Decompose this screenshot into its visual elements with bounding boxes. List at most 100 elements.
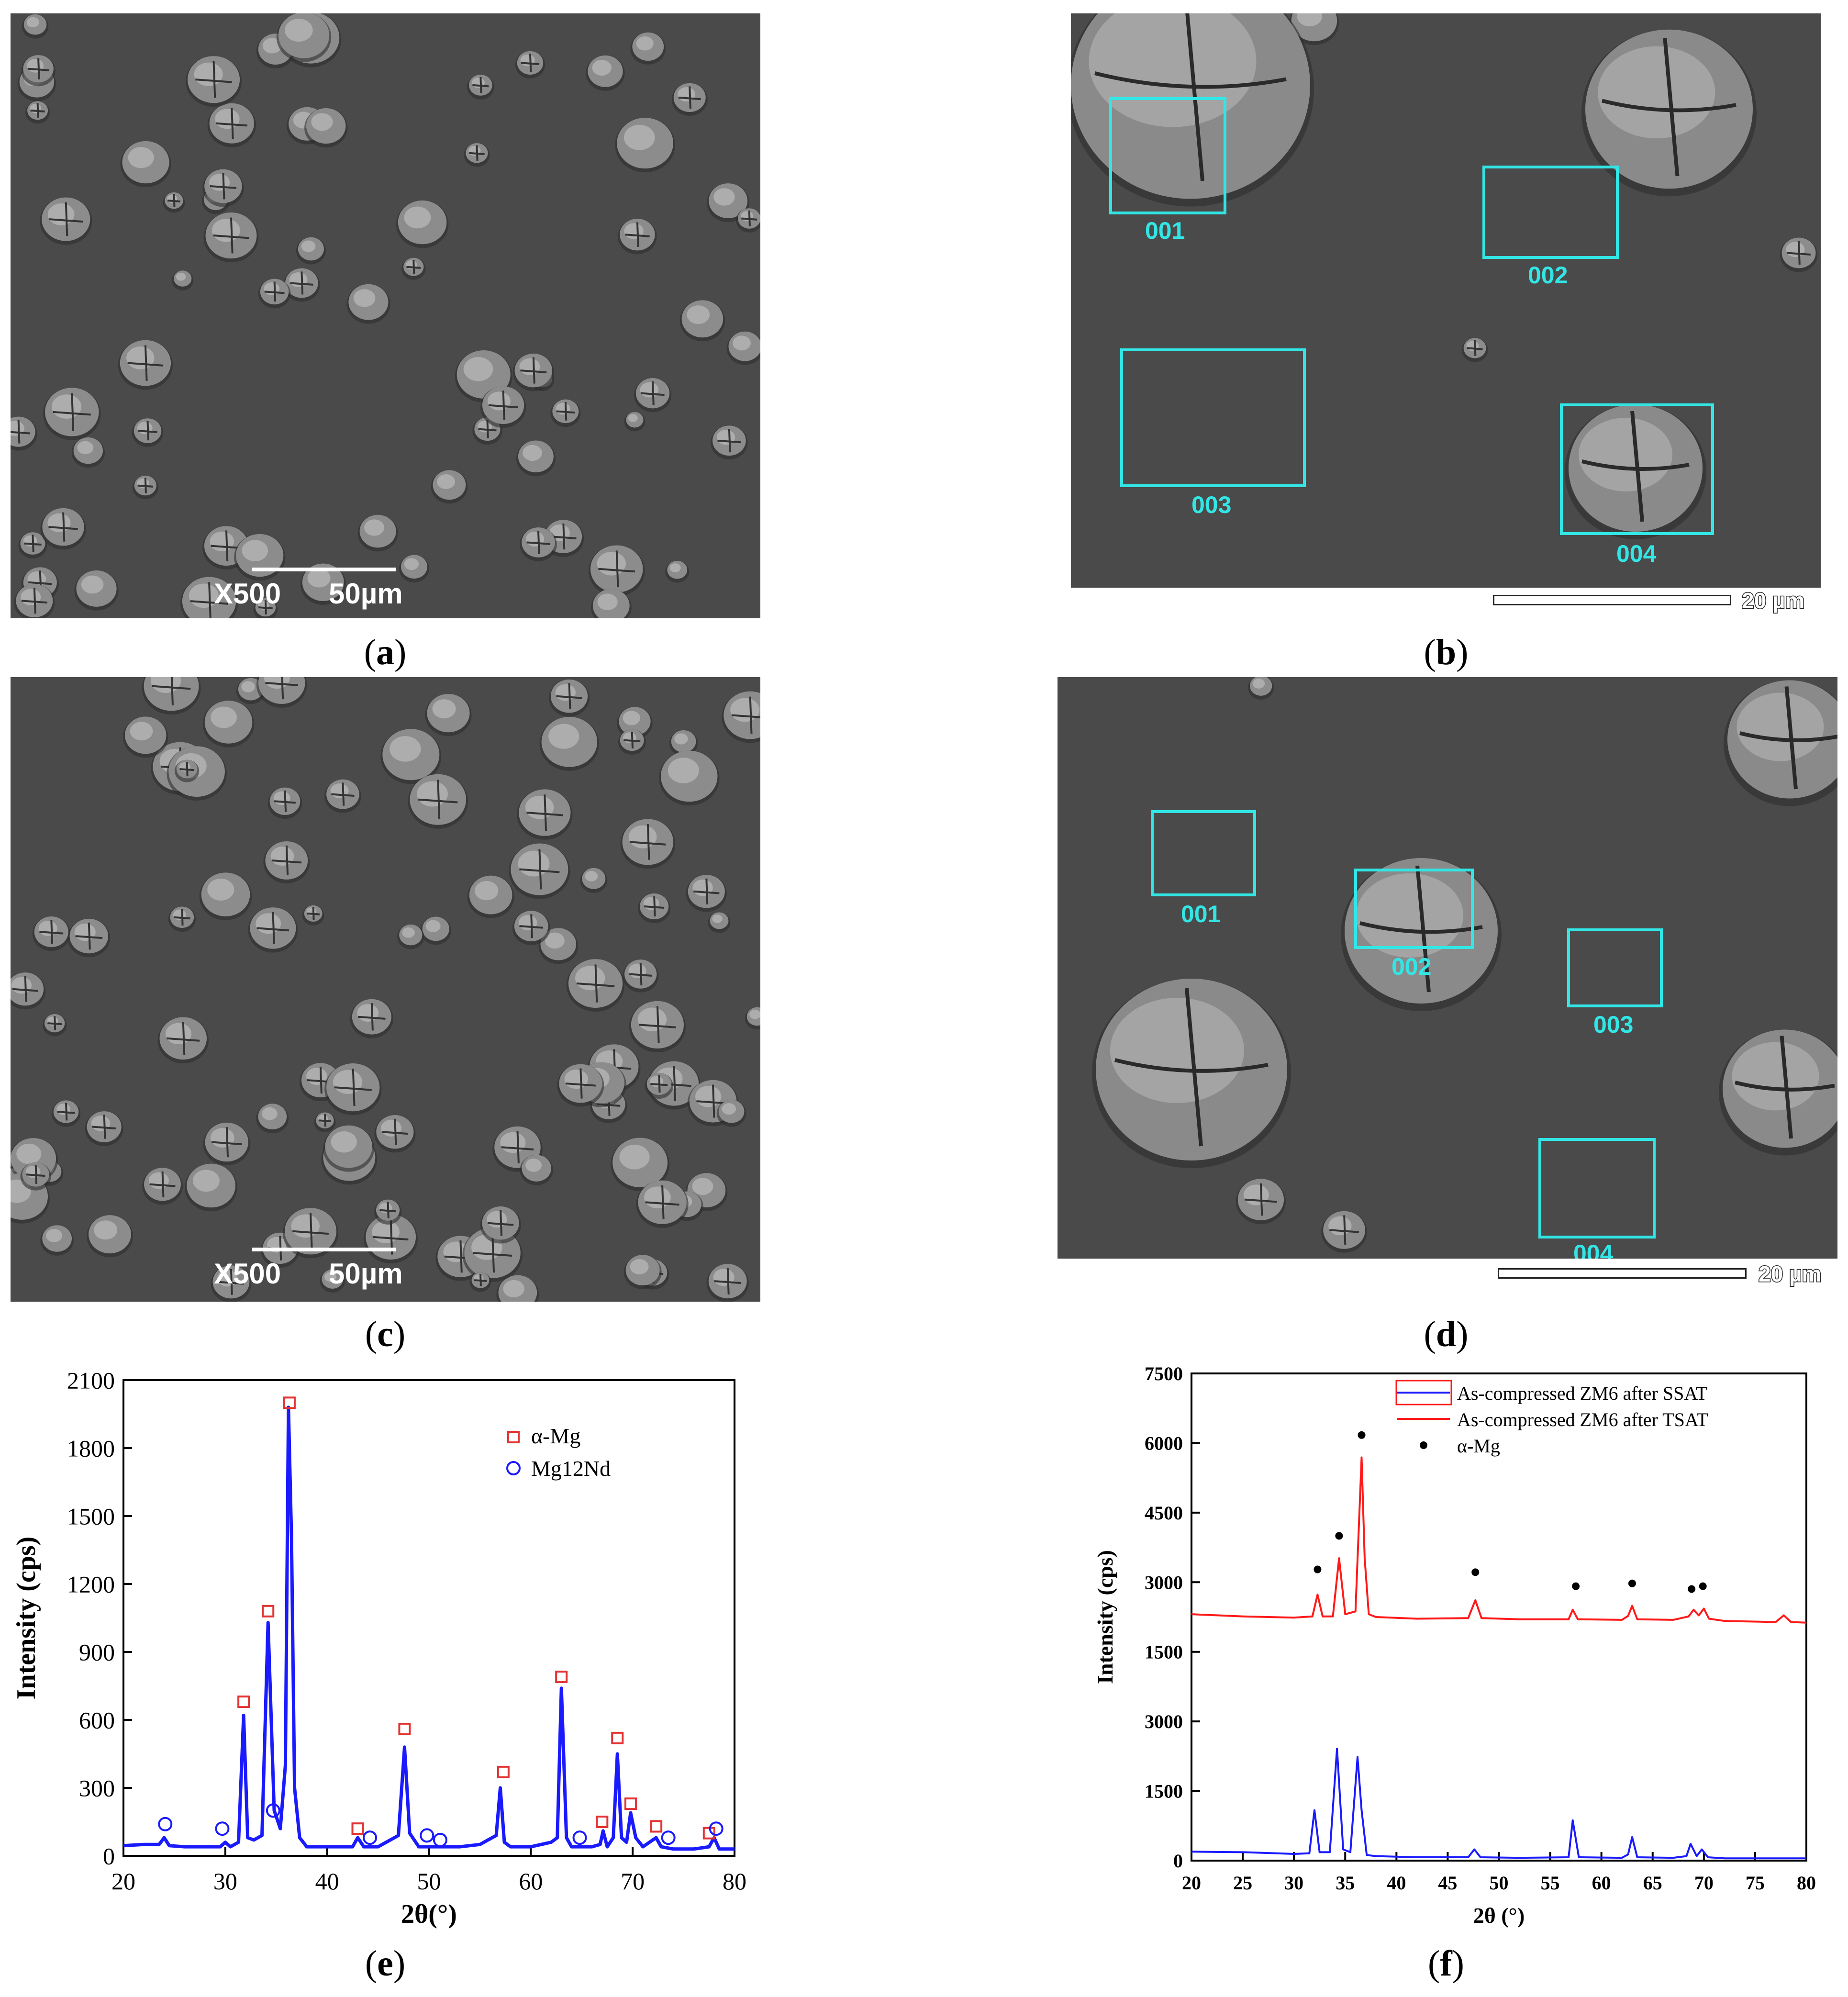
sem-particle bbox=[42, 1014, 67, 1037]
sem-particle bbox=[658, 750, 720, 806]
sem-particle bbox=[726, 331, 760, 365]
sem-particle bbox=[85, 1111, 123, 1146]
caption-f: (f) bbox=[1428, 1943, 1464, 1984]
sem-b-particles bbox=[1071, 13, 1818, 539]
sem-particle bbox=[671, 83, 708, 116]
scale-bar-c bbox=[252, 1248, 396, 1251]
roi-box-d-004 bbox=[1538, 1138, 1656, 1238]
sem-a-particles bbox=[11, 13, 760, 618]
sem-particle bbox=[496, 1275, 539, 1302]
sem-particle bbox=[711, 425, 748, 460]
legend-mg12nd-label: Mg12Nd bbox=[531, 1456, 611, 1481]
x-tick-label: 75 bbox=[1746, 1872, 1765, 1894]
scale-bar-a bbox=[252, 568, 396, 571]
sem-large-particle bbox=[1565, 404, 1706, 539]
sem-particle bbox=[396, 200, 449, 248]
x-tick-label: 55 bbox=[1541, 1872, 1560, 1894]
alpha-mg-marker bbox=[262, 1605, 275, 1618]
sem-particle bbox=[132, 418, 164, 447]
roi-label-b-004: 004 bbox=[1616, 540, 1657, 567]
x-tick-label: 80 bbox=[723, 1868, 746, 1895]
mg12nd-marker bbox=[266, 1803, 280, 1818]
alpha-mg-marker bbox=[611, 1731, 624, 1744]
sem-particle bbox=[590, 589, 632, 618]
y-tick-label: 900 bbox=[79, 1639, 115, 1666]
sem-particle bbox=[716, 1100, 746, 1127]
scale-bar-d bbox=[1498, 1268, 1747, 1279]
sem-particle bbox=[722, 691, 760, 743]
sem-particle bbox=[256, 677, 307, 708]
alpha-mg-marker bbox=[1314, 1565, 1322, 1573]
sem-particle bbox=[324, 779, 361, 813]
sem-particle bbox=[18, 532, 47, 558]
legend-alpha-mg-marker bbox=[507, 1431, 520, 1443]
roi-box-b-004 bbox=[1560, 403, 1714, 535]
y-tick-label: 1200 bbox=[67, 1571, 115, 1598]
tsat-series-line bbox=[1191, 1456, 1807, 1624]
sem-particle bbox=[538, 928, 579, 964]
sem-particle bbox=[550, 399, 581, 427]
sem-particle bbox=[469, 1272, 491, 1292]
x-tick-label: 20 bbox=[1182, 1872, 1201, 1894]
y-tick-label: 2100 bbox=[67, 1367, 115, 1394]
sem-particle bbox=[263, 841, 310, 883]
sem-particle bbox=[539, 716, 600, 771]
y-tick-label: 1800 bbox=[67, 1435, 115, 1462]
roi-label-b-001: 001 bbox=[1145, 217, 1185, 244]
sem-particle bbox=[467, 875, 514, 918]
sem-particle bbox=[512, 353, 554, 391]
sem-particle bbox=[203, 212, 259, 263]
sem-particle bbox=[645, 1072, 673, 1099]
roi-box-b-001 bbox=[1109, 97, 1226, 214]
scale-label-d: 20 µm bbox=[1758, 1261, 1822, 1287]
sem-particle bbox=[615, 118, 676, 173]
sem-particle bbox=[374, 1115, 416, 1153]
y-tick-label: 1500 bbox=[1145, 1781, 1183, 1802]
sem-particle bbox=[163, 192, 185, 213]
sem-particle bbox=[142, 677, 201, 715]
sem-particle bbox=[300, 563, 346, 605]
sem-particle bbox=[669, 730, 698, 757]
xrd-chart-e: 20 30 40 50 60 70 80 0 300 600 900 1200 1500 1800 2100… bbox=[11, 1367, 746, 1929]
sem-particle bbox=[380, 729, 442, 784]
sem-particle bbox=[202, 169, 244, 207]
sem-particle bbox=[142, 1168, 183, 1205]
roi-box-d-001 bbox=[1151, 810, 1256, 896]
roi-label-b-002: 002 bbox=[1528, 262, 1568, 289]
sem-particle bbox=[120, 141, 171, 188]
legend-ssat-label: As-compressed ZM6 after SSAT bbox=[1457, 1383, 1707, 1404]
mg12nd-marker bbox=[709, 1821, 724, 1836]
alpha-mg-marker bbox=[1335, 1532, 1343, 1540]
roi-label-b-003: 003 bbox=[1191, 491, 1232, 518]
sem-particle bbox=[87, 1215, 133, 1258]
sem-particle bbox=[1236, 1179, 1286, 1224]
y-tick-label: 600 bbox=[79, 1707, 115, 1734]
sem-particle bbox=[408, 774, 468, 829]
sem-d-particles bbox=[1092, 677, 1837, 1253]
caption-c: (c) bbox=[365, 1314, 406, 1354]
x-tick-label: 70 bbox=[1694, 1872, 1714, 1894]
sem-particle bbox=[202, 701, 255, 747]
x-tick-label: 45 bbox=[1438, 1872, 1457, 1894]
sem-particle bbox=[253, 598, 278, 618]
sem-particle bbox=[588, 545, 645, 597]
sem-particle bbox=[248, 907, 298, 953]
x-tick-label: 50 bbox=[417, 1868, 441, 1895]
legend-tsat-label: As-compressed ZM6 after TSAT bbox=[1457, 1409, 1708, 1430]
sem-particle bbox=[624, 412, 646, 432]
sem-large-particle bbox=[1724, 680, 1837, 806]
x-tick-label: 30 bbox=[1284, 1872, 1303, 1894]
sem-particle bbox=[420, 916, 451, 945]
legend-alpha-mg-label: α-Mg bbox=[531, 1424, 580, 1448]
alpha-mg-marker bbox=[1471, 1568, 1480, 1576]
sem-particle bbox=[296, 237, 326, 265]
sem-particle bbox=[611, 1138, 670, 1191]
sem-particle bbox=[374, 1199, 402, 1225]
sem-particle bbox=[629, 1001, 686, 1052]
sem-particle bbox=[516, 440, 556, 477]
roi-label-d-001: 001 bbox=[1181, 901, 1221, 927]
mg12nd-marker bbox=[572, 1830, 587, 1845]
sem-particle bbox=[679, 300, 725, 342]
sem-particle bbox=[320, 1269, 345, 1293]
sem-particle bbox=[21, 55, 56, 87]
